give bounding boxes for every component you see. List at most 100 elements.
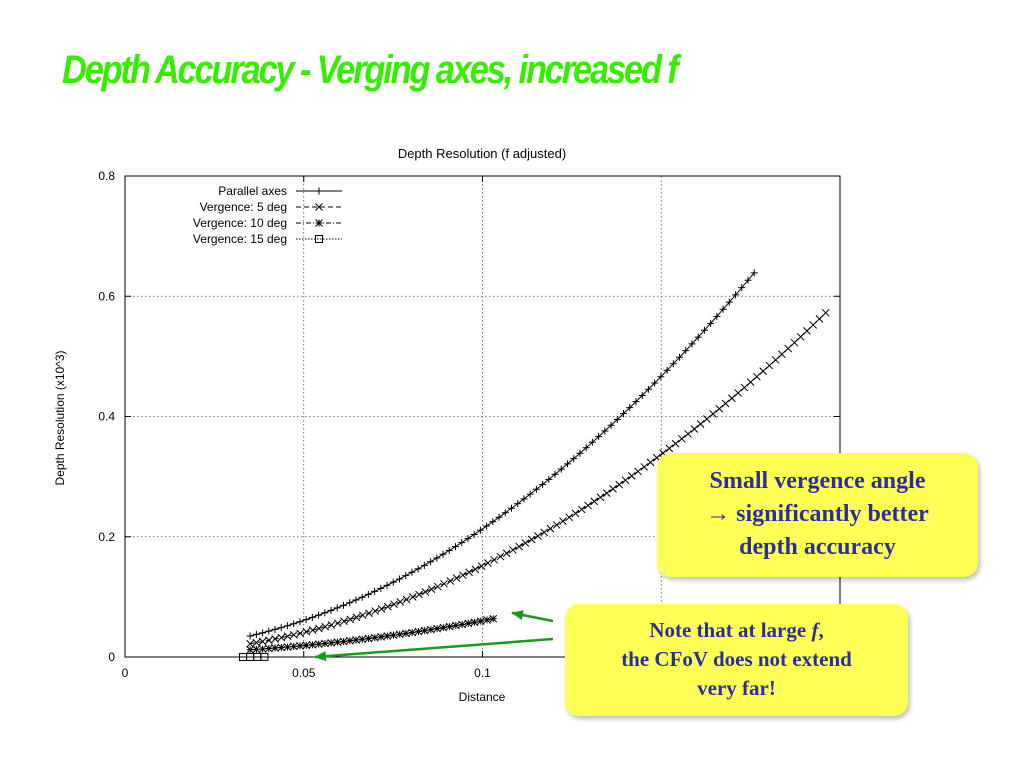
series-point [302, 641, 311, 650]
series-point [809, 321, 818, 329]
slide-title: Depth Accuracy - Verging axes, increased… [62, 48, 679, 92]
series-point [607, 421, 615, 429]
series-point [470, 618, 479, 627]
series-point [333, 619, 342, 628]
chart-title: Depth Resolution (f adjusted) [398, 146, 566, 161]
series-point [590, 497, 599, 506]
series-point [445, 546, 453, 554]
series-point [327, 638, 336, 647]
series-point [420, 626, 429, 635]
series-3 [238, 652, 269, 661]
series-point [427, 625, 435, 634]
series-point [277, 633, 286, 642]
series-point [784, 344, 793, 353]
series-point [753, 372, 761, 381]
series-point [665, 444, 674, 453]
series-point [638, 391, 646, 399]
series-point [364, 634, 373, 643]
series-point [315, 624, 323, 633]
series-point [552, 521, 561, 529]
series-point [390, 600, 398, 609]
callout-arrow-upper [511, 610, 554, 623]
series-point [271, 644, 279, 652]
legend: Parallel axes Vergence: 5 deg Vergence: 10… [193, 184, 342, 246]
series-point [265, 627, 273, 635]
series-point [702, 415, 711, 423]
series-point [713, 312, 721, 320]
series-point [634, 467, 642, 476]
series-point [644, 385, 652, 393]
vergence-callout-line3: depth accuracy [739, 534, 896, 560]
series-point [551, 470, 559, 478]
series-point [690, 425, 699, 433]
series-point [725, 298, 733, 306]
series-point [521, 539, 530, 547]
legend-swatch-marker [315, 235, 323, 243]
series-point [290, 630, 298, 639]
series-point [377, 605, 386, 613]
series-point [627, 472, 636, 480]
series-point [621, 476, 630, 485]
series-point [520, 495, 528, 503]
cfov-callout-line1-prefix: Note that at large [649, 618, 812, 642]
series-point [582, 444, 590, 452]
series-point [383, 632, 392, 640]
series-point [540, 528, 549, 537]
series-point [651, 379, 659, 387]
series-point [358, 611, 367, 620]
y-tick-label: 0.2 [98, 530, 115, 544]
series-point [759, 367, 767, 376]
series-point [427, 585, 436, 594]
series-point [565, 513, 574, 522]
series-point [564, 460, 572, 468]
series-point [414, 565, 422, 573]
series-point [526, 490, 534, 498]
series-point [532, 485, 540, 493]
series-point [778, 350, 786, 359]
series-point [688, 340, 696, 348]
series-point [277, 643, 286, 652]
cfov-callout-line1-suffix: , [818, 618, 824, 642]
series-point [246, 639, 254, 648]
vergence-callout-line1: Small vergence angle [709, 468, 926, 494]
series-point [314, 640, 323, 648]
series-point [709, 410, 717, 418]
grid-layer [125, 176, 840, 657]
series-point [489, 518, 497, 526]
series-point [732, 291, 740, 299]
series-point [389, 631, 398, 640]
series-point [296, 629, 305, 638]
series-point [796, 332, 805, 341]
series-point [483, 522, 491, 530]
series-point [676, 353, 684, 361]
series-point [321, 609, 329, 617]
series-point [439, 623, 448, 632]
series-point [715, 404, 724, 413]
series-point [821, 308, 830, 317]
vergence-callout: Small vergence angle → significantly bet… [657, 453, 978, 577]
vergence-callout-line2: → significantly better [706, 501, 929, 527]
series-point [308, 626, 317, 635]
series-point [646, 458, 655, 467]
series-point [489, 614, 498, 623]
series-point [588, 438, 596, 446]
series-point [571, 509, 580, 518]
series-point [415, 590, 423, 599]
series-point [464, 535, 472, 543]
series-point [352, 613, 361, 622]
series-point [451, 543, 459, 551]
series-point [577, 505, 586, 514]
series-point [246, 645, 254, 654]
series-point [396, 598, 405, 606]
series-point [632, 398, 640, 406]
series-point [383, 581, 391, 589]
series-point [290, 620, 298, 628]
series-point [389, 578, 397, 586]
series-point [283, 622, 291, 630]
series-point [446, 577, 455, 585]
series-point [258, 637, 267, 646]
series-point [734, 389, 742, 397]
series-point [433, 582, 442, 591]
series-point [402, 595, 411, 604]
legend-swatch-marker [315, 219, 323, 227]
